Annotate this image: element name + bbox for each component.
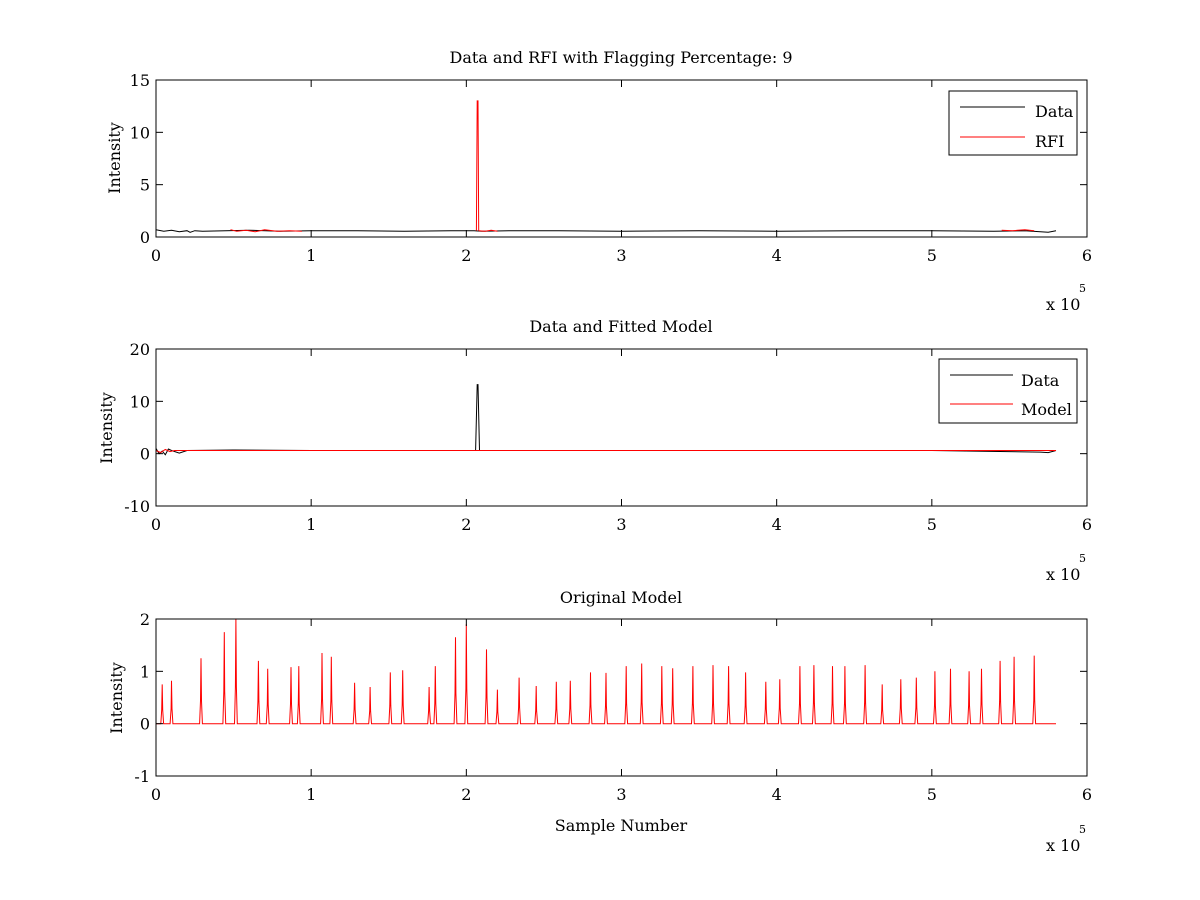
legend-label-data: Data [1035, 102, 1074, 121]
svg-text:x 10: x 10 [1046, 565, 1080, 584]
x-tick-label: 0 [151, 515, 161, 534]
y-tick-label: 2 [140, 610, 150, 629]
series-line-model [155, 448, 1056, 454]
y-axis-label: Intensity [105, 122, 124, 194]
x-tick-label: 6 [1082, 785, 1092, 804]
y-tick-label: 0 [140, 228, 150, 247]
subplot-data-fitted-model: Data and Fitted Model Intensity 0 1 2 3 4 5 6 -… [97, 317, 1092, 584]
series-line-rfi-segment [478, 229, 498, 232]
series-line-rfi-segment [230, 229, 302, 233]
x-tick-label: 2 [461, 246, 471, 265]
chart-title: Original Model [560, 588, 682, 607]
x-tick-label: 0 [151, 785, 161, 804]
x-tick-label: 3 [616, 785, 626, 804]
legend: Data Model [938, 358, 1078, 424]
legend-box [938, 358, 1078, 424]
svg-text:5: 5 [1079, 823, 1086, 836]
y-tick-label: 5 [140, 176, 150, 195]
legend-label-rfi: RFI [1035, 132, 1064, 151]
legend-box [948, 90, 1078, 156]
plot-area [155, 100, 1057, 233]
svg-text:5: 5 [1079, 552, 1086, 565]
x-tick-label: 2 [461, 785, 471, 804]
x-tick-label: 5 [927, 246, 937, 265]
x-tick-label: 2 [461, 515, 471, 534]
x-axis-multiplier: x 10 5 [1046, 552, 1086, 584]
svg-text:x 10: x 10 [1046, 836, 1080, 855]
x-tick-label: 5 [927, 785, 937, 804]
chart-title: Data and RFI with Flagging Percentage: 9 [449, 48, 792, 67]
x-axis-multiplier: x 10 5 [1046, 823, 1086, 855]
chart-title: Data and Fitted Model [529, 317, 712, 336]
x-axis-label: Sample Number [555, 816, 688, 835]
series-line-rfi-segment [475, 100, 480, 231]
svg-text:x 10: x 10 [1046, 295, 1080, 314]
y-tick-label: 0 [140, 445, 150, 464]
y-tick-label: 15 [130, 71, 150, 90]
axis-ticks: 0 1 2 3 4 5 6 0 5 10 15 [130, 71, 1092, 265]
legend-label-data: Data [1021, 371, 1060, 390]
subplot-data-rfi: Data and RFI with Flagging Percentage: 9… [105, 48, 1092, 314]
plot-area [155, 384, 1057, 456]
x-tick-label: 4 [772, 246, 782, 265]
legend-label-model: Model [1021, 400, 1072, 419]
series-line-data [155, 229, 1057, 233]
x-tick-label: 0 [151, 246, 161, 265]
y-tick-label: 20 [130, 340, 150, 359]
legend: Data RFI [948, 90, 1078, 156]
x-tick-label: 3 [616, 246, 626, 265]
y-tick-label: 0 [140, 715, 150, 734]
x-tick-label: 4 [772, 785, 782, 804]
y-axis-label: Intensity [107, 662, 126, 734]
svg-text:5: 5 [1079, 282, 1086, 295]
plot-area [156, 618, 1056, 725]
y-tick-label: 10 [130, 123, 150, 142]
x-tick-label: 1 [306, 246, 316, 265]
x-tick-label: 1 [306, 515, 316, 534]
y-tick-label: -10 [124, 497, 150, 516]
x-tick-label: 5 [927, 515, 937, 534]
y-axis-label: Intensity [97, 392, 116, 464]
x-axis-multiplier: x 10 5 [1046, 282, 1086, 314]
y-tick-label: 10 [130, 392, 150, 411]
x-tick-label: 6 [1082, 515, 1092, 534]
y-tick-label: 1 [140, 662, 150, 681]
series-line-rfi-segment [1001, 229, 1035, 232]
series-line [156, 618, 1056, 725]
x-tick-label: 4 [772, 515, 782, 534]
x-tick-label: 1 [306, 785, 316, 804]
x-tick-label: 6 [1082, 246, 1092, 265]
y-tick-label: -1 [134, 767, 150, 786]
x-tick-label: 3 [616, 515, 626, 534]
